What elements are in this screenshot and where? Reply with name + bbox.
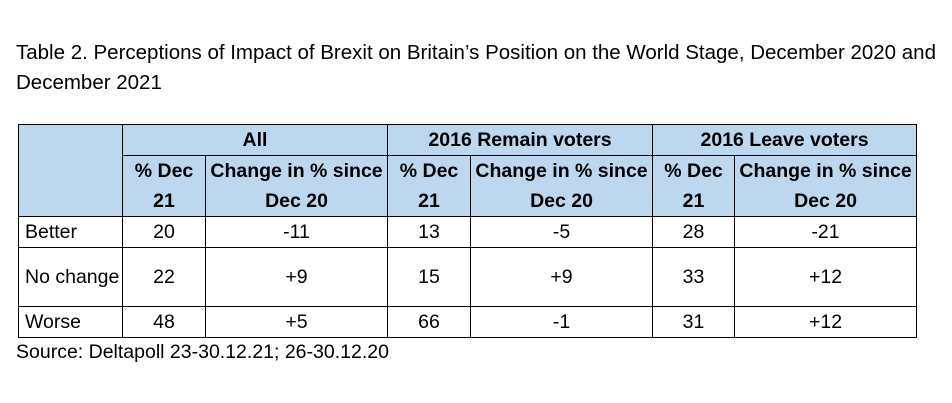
row-label: No change [18,247,123,307]
sub-header-change-leave: Change in % since Dec 20 [734,155,918,217]
row-label: Better [18,216,123,248]
table-cell: +12 [734,247,918,307]
table-cell: 22 [122,247,206,307]
brexit-perception-table: All 2016 Remain voters 2016 Leave voters… [18,124,918,338]
group-header-leave: 2016 Leave voters [652,124,918,156]
table-cell: 31 [652,306,736,338]
table-cell: -1 [470,306,654,338]
table-row-no-change: No change 22 +9 15 +9 33 +12 [18,247,918,307]
sub-header-pct-remain: % Dec 21 [387,155,472,217]
corner-header-cell [18,124,123,217]
table-cell: +12 [734,306,918,338]
table-cell: 66 [387,306,472,338]
table-cell: -21 [734,216,918,248]
group-header-row: All 2016 Remain voters 2016 Leave voters [18,124,918,217]
table-row-better: Better 20 -11 13 -5 28 -21 [18,216,918,248]
table-cell: 20 [122,216,206,248]
sub-header-change-all: Change in % since Dec 20 [204,155,389,217]
table-cell: 33 [652,247,736,307]
row-label: Worse [18,306,123,338]
sub-header-row: % Dec 21 Change in % since Dec 20 % Dec … [19,155,918,217]
table-cell: +9 [204,247,389,307]
source-note: Source: Deltapoll 23-30.12.21; 26-30.12.… [16,341,389,363]
group-header-all: All [121,124,389,156]
table-caption: Table 2. Perceptions of Impact of Brexit… [16,41,936,94]
sub-header-pct-all: % Dec 21 [122,155,206,217]
table-cell: 13 [387,216,472,248]
table-cell: +9 [470,247,654,307]
table-cell: 48 [122,306,206,338]
sub-header-pct-leave: % Dec 21 [652,155,736,217]
sub-header-change-remain: Change in % since Dec 20 [470,155,654,217]
table-cell: -5 [470,216,654,248]
table-cell: -11 [204,216,389,248]
table-cell: 28 [652,216,736,248]
table-row-worse: Worse 48 +5 66 -1 31 +12 [18,306,918,338]
group-header-remain: 2016 Remain voters [387,124,654,156]
table-cell: 15 [387,247,472,307]
table-cell: +5 [204,306,389,338]
